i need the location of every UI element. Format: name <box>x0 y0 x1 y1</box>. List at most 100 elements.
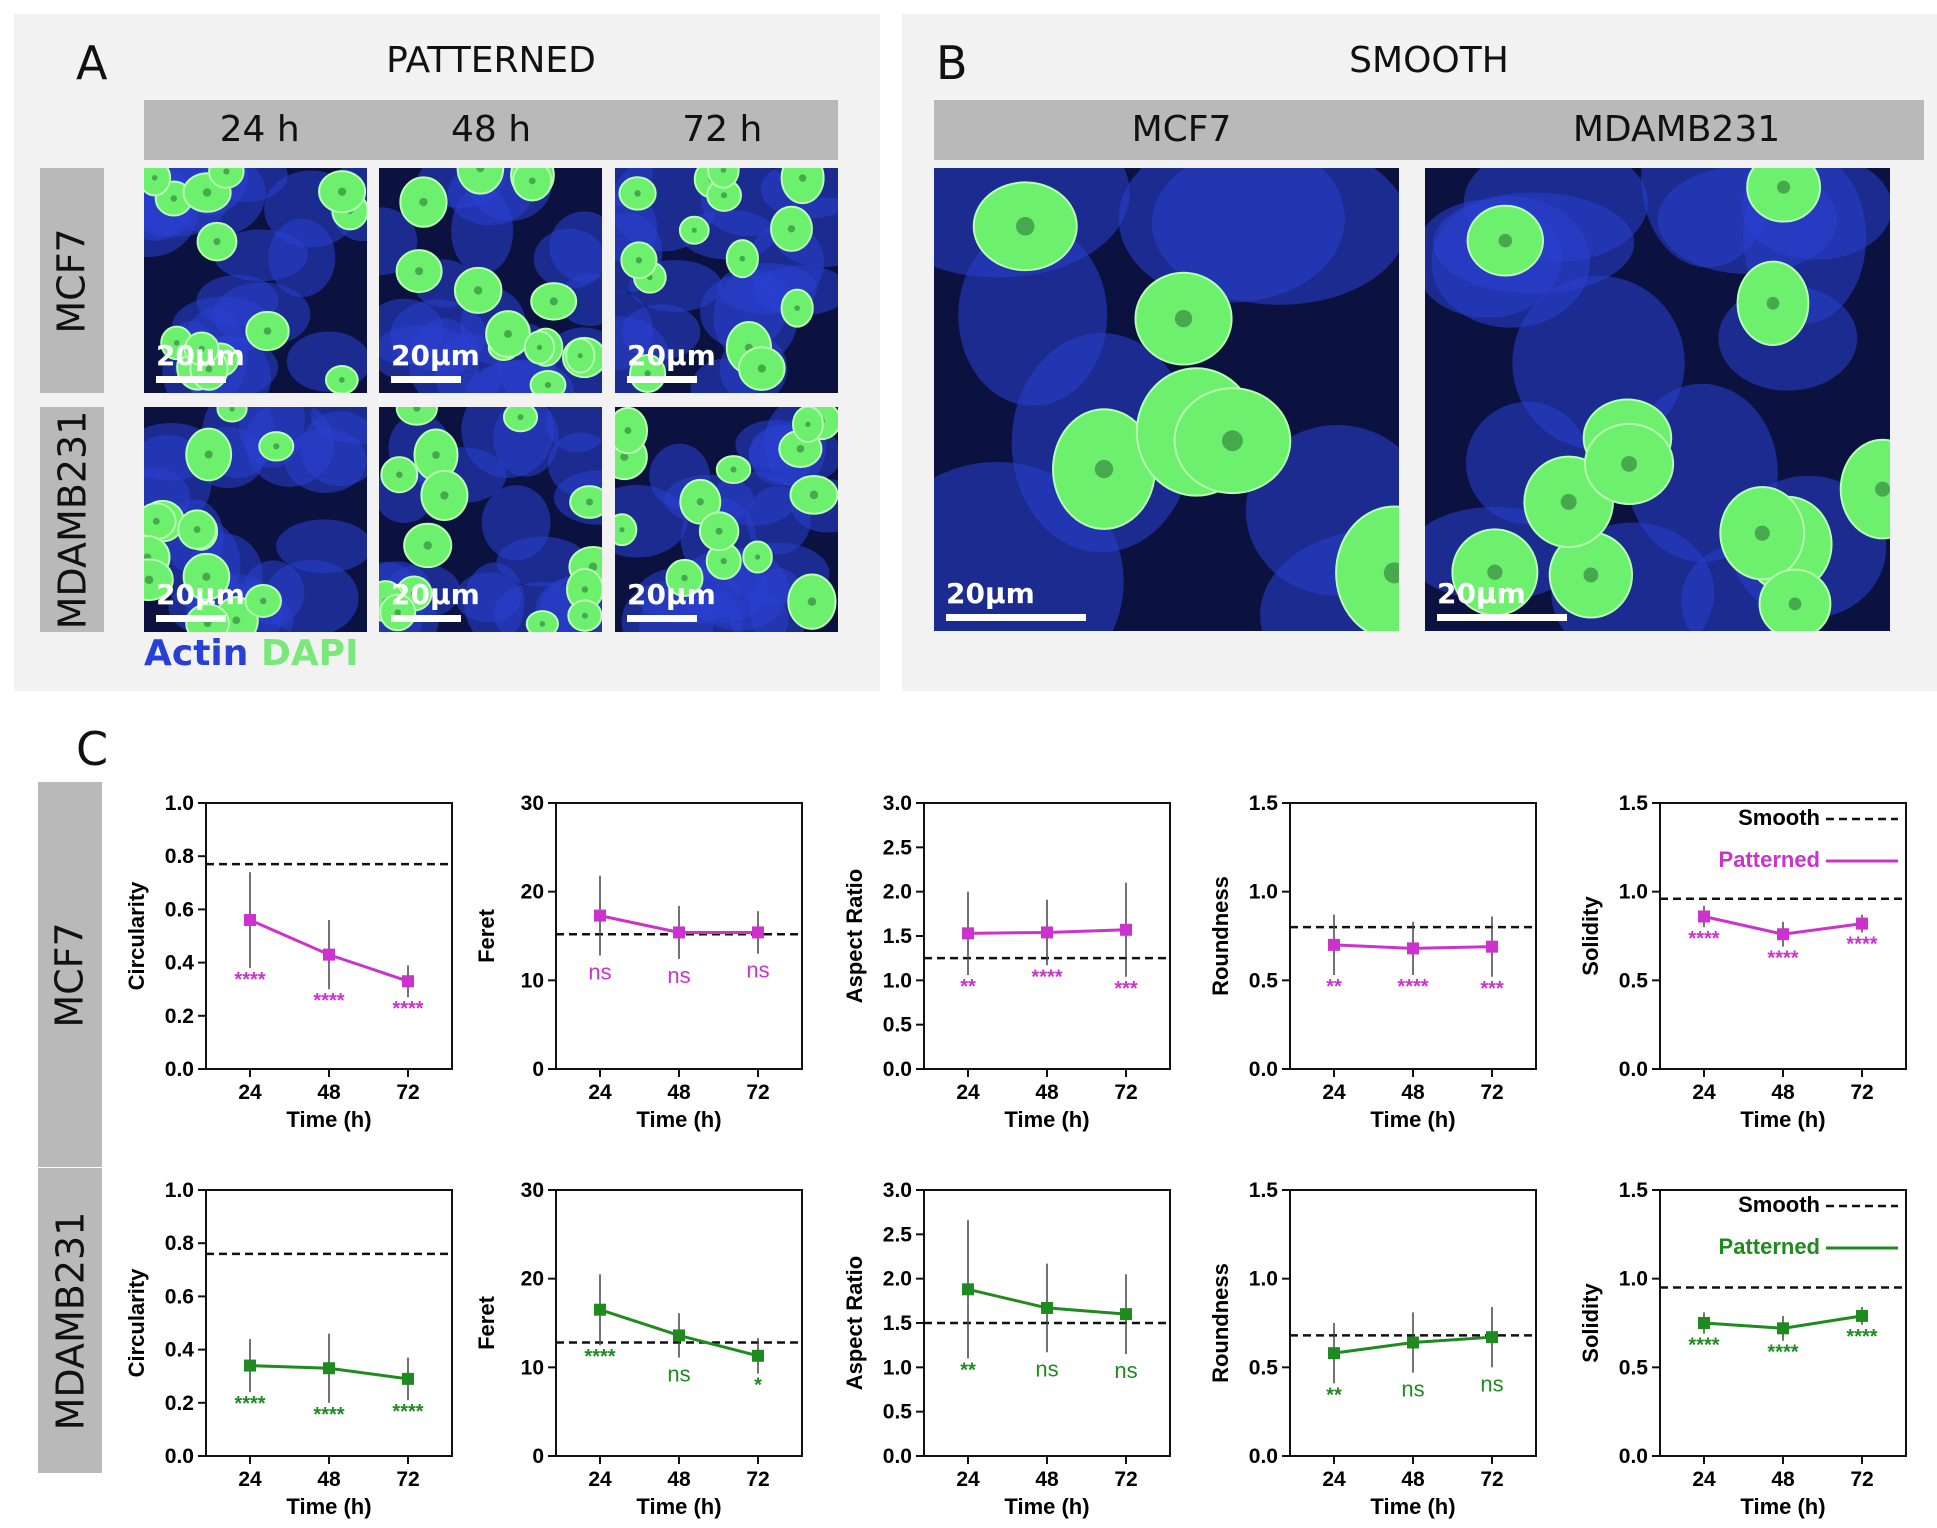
significance-label: ** <box>1326 976 1342 998</box>
scale-bar-label: 20μm <box>627 339 716 372</box>
significance-label: **** <box>1767 1342 1798 1364</box>
y-axis-label: Aspect Ratio <box>842 1256 867 1390</box>
row-label-mcf7-c: MCF7 <box>38 782 102 1167</box>
significance-label: **** <box>584 1346 615 1368</box>
data-point <box>1856 917 1868 930</box>
scale-bar-label: 20μm <box>156 339 245 372</box>
significance-label: **** <box>313 990 344 1012</box>
significance-label: **** <box>313 1404 344 1426</box>
y-tick-label: 0.0 <box>883 1445 912 1468</box>
y-tick-label: 0.5 <box>1249 1356 1279 1379</box>
y-tick-label: 30 <box>521 1179 544 1202</box>
y-tick-label: 0 <box>532 1445 544 1468</box>
y-tick-label: 2.5 <box>883 1223 913 1246</box>
data-point <box>673 1329 685 1342</box>
data-point <box>1407 942 1419 955</box>
panel-b-column-header: MCF7 MDAMB231 <box>934 100 1924 160</box>
significance-label: ns <box>1114 1358 1137 1383</box>
column-label-24h: 24 h <box>219 109 300 150</box>
micrograph-mcf7-24h: 20μm <box>144 168 367 393</box>
y-tick-label: 0.5 <box>1619 1356 1649 1379</box>
significance-label: ns <box>1480 1371 1503 1396</box>
scale-bar-line <box>627 615 697 622</box>
significance-label: **** <box>392 1401 423 1423</box>
significance-label: *** <box>1480 978 1504 1000</box>
y-tick-label: 10 <box>521 1356 544 1379</box>
y-axis-label: Feret <box>474 908 499 962</box>
data-point <box>962 927 974 940</box>
scale-bar: 20μm <box>391 578 480 622</box>
y-tick-label: 0.5 <box>883 1401 913 1424</box>
chart-mcf7-solidity: 0.0 0.5 1.0 1.5 24 48 72 Time (h) Solidity **** **… <box>1578 792 1907 1132</box>
data-point <box>1407 1336 1419 1349</box>
x-tick-label: 48 <box>1771 1081 1795 1104</box>
legend-patterned-label: Patterned <box>1719 1234 1820 1259</box>
y-axis-label: Feret <box>474 1295 499 1349</box>
chart-mcf7-circularity: 0.0 0.2 0.4 0.6 0.8 1.0 24 48 72 Time (h) Circular… <box>124 792 453 1132</box>
x-tick-label: 24 <box>1322 1081 1346 1104</box>
data-point <box>962 1283 974 1296</box>
y-tick-label: 0.4 <box>165 1339 195 1362</box>
significance-label: ns <box>667 963 690 988</box>
y-tick-label: 0.0 <box>165 1445 194 1468</box>
significance-label: **** <box>392 998 423 1020</box>
y-tick-label: 1.5 <box>883 1312 913 1335</box>
data-point <box>402 975 414 988</box>
column-label-mdamb231: MDAMB231 <box>1572 109 1781 150</box>
significance-label: **** <box>1031 966 1062 988</box>
legend-smooth-label: Smooth <box>1738 805 1820 830</box>
y-tick-label: 1.5 <box>1249 1179 1279 1202</box>
x-tick-label: 48 <box>1035 1081 1059 1104</box>
data-point <box>673 926 685 939</box>
y-tick-label: 0.8 <box>165 1232 195 1255</box>
chart-mcf7-feret: 0 10 20 30 24 48 72 Time (h) Feret ns ns ns <box>474 792 803 1132</box>
x-axis-label: Time (h) <box>1740 1494 1825 1519</box>
x-tick-label: 72 <box>1114 1081 1137 1104</box>
significance-label: **** <box>1688 928 1719 950</box>
x-tick-label: 72 <box>1480 1081 1503 1104</box>
significance-label: * <box>754 1375 762 1397</box>
data-point <box>1486 1331 1498 1344</box>
x-axis-label: Time (h) <box>636 1494 721 1519</box>
x-tick-label: 48 <box>317 1468 341 1491</box>
x-axis-label: Time (h) <box>1370 1107 1455 1132</box>
micrograph-mcf7-72h: 20μm <box>615 168 838 393</box>
significance-label: *** <box>1114 978 1138 1000</box>
data-point <box>1041 926 1053 939</box>
x-tick-label: 24 <box>238 1081 262 1104</box>
scale-bar-label: 20μm <box>156 578 245 611</box>
scale-bar: 20μm <box>156 339 245 383</box>
x-tick-label: 72 <box>1480 1468 1503 1491</box>
x-axis-label: Time (h) <box>286 1494 371 1519</box>
significance-label: ns <box>1035 1356 1058 1381</box>
scale-bar-label: 20μm <box>1437 577 1526 610</box>
data-point <box>1041 1301 1053 1314</box>
scale-bar: 20μm <box>156 578 245 622</box>
data-point <box>1328 1347 1340 1360</box>
y-tick-label: 30 <box>521 792 544 815</box>
row-label-mdamb231-c: MDAMB231 <box>38 1168 102 1473</box>
x-tick-label: 72 <box>1850 1468 1873 1491</box>
significance-label: **** <box>234 969 265 991</box>
x-tick-label: 48 <box>1035 1468 1059 1491</box>
stain-actin-label: Actin <box>144 633 249 674</box>
significance-label: **** <box>234 1393 265 1415</box>
scale-bar-line <box>391 615 461 622</box>
scale-bar: 20μm <box>627 339 716 383</box>
y-tick-label: 2.5 <box>883 836 913 859</box>
y-tick-label: 1.0 <box>883 969 912 992</box>
data-point <box>1698 910 1710 923</box>
data-point <box>323 948 335 961</box>
micrograph-smooth-mdamb231: 20μm <box>1425 168 1890 631</box>
x-tick-label: 24 <box>588 1081 612 1104</box>
x-axis-label: Time (h) <box>636 1107 721 1132</box>
x-tick-label: 72 <box>746 1468 769 1491</box>
scale-bar-line <box>391 376 461 383</box>
x-tick-label: 24 <box>1322 1468 1346 1491</box>
data-point <box>402 1372 414 1385</box>
x-tick-label: 24 <box>238 1468 262 1491</box>
significance-label: ns <box>588 960 611 985</box>
y-tick-label: 0.0 <box>1619 1445 1648 1468</box>
x-tick-label: 48 <box>667 1468 691 1491</box>
